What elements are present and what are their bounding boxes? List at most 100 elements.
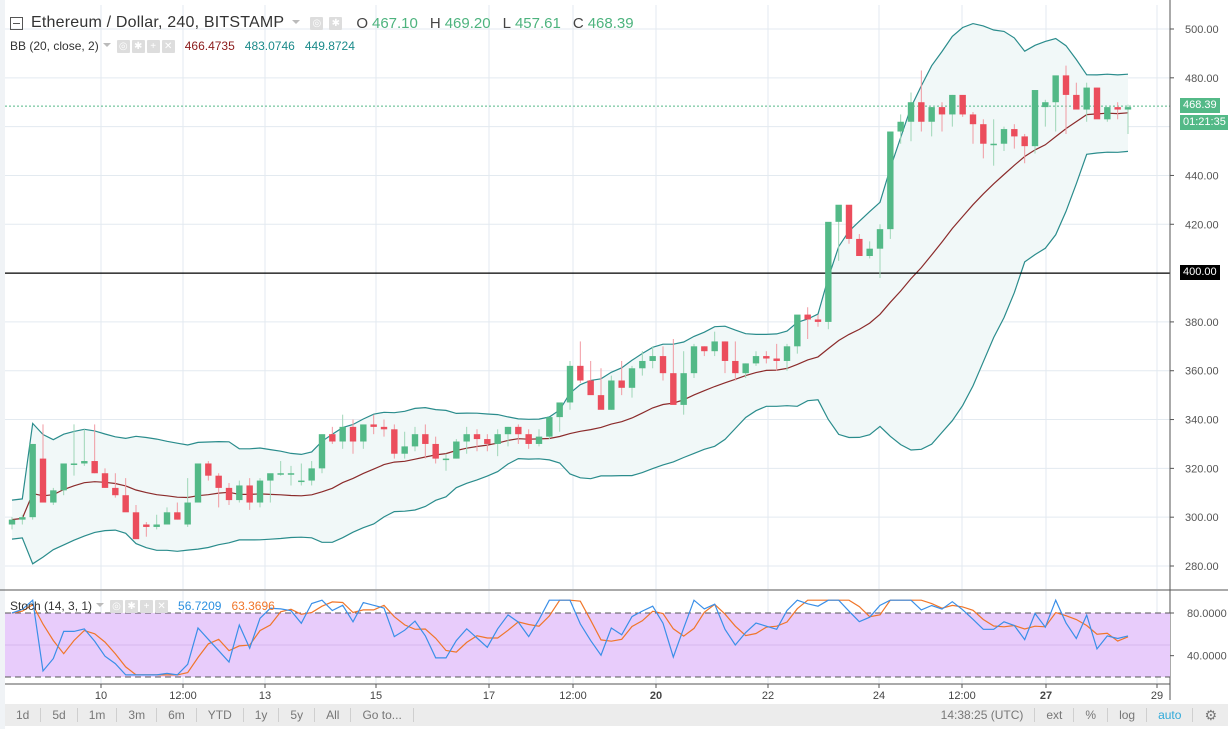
candle[interactable] bbox=[1073, 94, 1080, 110]
plus-icon[interactable]: + bbox=[140, 599, 154, 613]
chevron-down-icon[interactable] bbox=[102, 43, 111, 47]
candle[interactable] bbox=[711, 341, 718, 352]
candle[interactable] bbox=[1093, 87, 1101, 120]
candle[interactable] bbox=[132, 512, 140, 540]
candle[interactable] bbox=[442, 458, 450, 461]
candle[interactable] bbox=[969, 114, 977, 125]
candle[interactable] bbox=[39, 458, 47, 503]
stochastic-label[interactable]: Stoch (14, 3, 1) bbox=[10, 599, 93, 613]
candle[interactable] bbox=[990, 143, 997, 146]
range-ytd[interactable]: YTD bbox=[197, 708, 244, 722]
candle[interactable] bbox=[825, 221, 832, 322]
candle[interactable] bbox=[236, 485, 243, 501]
candle[interactable] bbox=[81, 461, 88, 464]
candle[interactable] bbox=[411, 434, 419, 447]
range-1d[interactable]: 1d bbox=[5, 708, 42, 722]
candle[interactable] bbox=[318, 434, 326, 469]
candle[interactable] bbox=[1052, 75, 1059, 103]
candle[interactable] bbox=[959, 94, 966, 115]
candle[interactable] bbox=[732, 360, 739, 374]
candle[interactable] bbox=[50, 490, 57, 503]
candle[interactable] bbox=[184, 502, 191, 525]
candle[interactable] bbox=[1000, 129, 1008, 144]
gear-icon[interactable]: ✱ bbox=[125, 599, 139, 613]
range-1y[interactable]: 1y bbox=[244, 708, 280, 722]
candle[interactable] bbox=[401, 446, 408, 454]
percent-toggle[interactable]: % bbox=[1074, 708, 1109, 722]
candle[interactable] bbox=[60, 463, 67, 491]
collapse-legend-icon[interactable] bbox=[10, 16, 23, 30]
candle[interactable] bbox=[639, 360, 646, 369]
candle[interactable] bbox=[783, 346, 791, 361]
candle[interactable] bbox=[577, 365, 584, 381]
candle[interactable] bbox=[690, 346, 698, 374]
candle[interactable] bbox=[267, 473, 274, 481]
candle[interactable] bbox=[535, 436, 543, 444]
candle[interactable] bbox=[1011, 129, 1018, 137]
plus-icon[interactable]: + bbox=[146, 39, 160, 53]
candle[interactable] bbox=[980, 124, 987, 144]
candle[interactable] bbox=[1083, 87, 1090, 110]
candle[interactable] bbox=[628, 368, 636, 388]
range-5d[interactable]: 5d bbox=[41, 708, 78, 722]
candle[interactable] bbox=[845, 204, 853, 239]
candle[interactable] bbox=[422, 434, 429, 444]
candle[interactable] bbox=[721, 341, 729, 361]
candle[interactable] bbox=[370, 424, 377, 427]
close-icon[interactable]: ✕ bbox=[161, 39, 175, 53]
candle[interactable] bbox=[432, 443, 439, 459]
eye-icon[interactable]: ◎ bbox=[116, 39, 130, 53]
goto-button[interactable]: Go to... bbox=[351, 708, 414, 722]
candle[interactable] bbox=[473, 434, 481, 440]
candle[interactable] bbox=[163, 512, 171, 525]
candle[interactable] bbox=[287, 473, 295, 475]
candle[interactable] bbox=[122, 495, 129, 513]
eye-icon[interactable]: ◎ bbox=[310, 16, 324, 30]
gear-icon[interactable]: ✱ bbox=[329, 16, 343, 30]
symbol-title[interactable]: Ethereum / Dollar, 240, BITSTAMP bbox=[31, 14, 285, 31]
candle[interactable] bbox=[494, 434, 501, 444]
candle[interactable] bbox=[804, 314, 811, 320]
candle[interactable] bbox=[907, 102, 915, 122]
candle[interactable] bbox=[349, 426, 357, 442]
candle[interactable] bbox=[763, 356, 770, 359]
range-all[interactable]: All bbox=[315, 708, 352, 722]
chevron-down-icon[interactable] bbox=[292, 20, 301, 24]
eye-icon[interactable]: ◎ bbox=[110, 599, 124, 613]
candle[interactable] bbox=[856, 238, 863, 257]
candle[interactable] bbox=[329, 434, 336, 442]
candle[interactable] bbox=[1021, 136, 1028, 147]
candle[interactable] bbox=[587, 380, 594, 396]
gear-icon[interactable]: ⚙ bbox=[1204, 707, 1217, 723]
candle[interactable] bbox=[928, 107, 935, 122]
candle[interactable] bbox=[225, 487, 233, 501]
candle[interactable] bbox=[19, 517, 26, 520]
candle[interactable] bbox=[339, 426, 346, 442]
candle[interactable] bbox=[463, 434, 470, 442]
candle[interactable] bbox=[101, 473, 109, 488]
candle[interactable] bbox=[566, 365, 574, 403]
candle[interactable] bbox=[1062, 75, 1070, 95]
candle[interactable] bbox=[670, 373, 677, 405]
candle[interactable] bbox=[391, 429, 398, 454]
candle[interactable] bbox=[659, 356, 667, 374]
candle[interactable] bbox=[618, 380, 625, 388]
utc-clock[interactable]: 14:38:25 (UTC) bbox=[930, 708, 1036, 722]
candle[interactable] bbox=[453, 441, 460, 459]
candle[interactable] bbox=[556, 402, 563, 418]
candle[interactable] bbox=[205, 463, 212, 476]
candle[interactable] bbox=[194, 463, 202, 503]
candle[interactable] bbox=[835, 204, 842, 222]
auto-toggle[interactable]: auto bbox=[1147, 708, 1194, 722]
bollinger-label[interactable]: BB (20, close, 2) bbox=[10, 39, 99, 53]
log-toggle[interactable]: log bbox=[1108, 708, 1148, 722]
candle[interactable] bbox=[701, 346, 708, 352]
candle[interactable] bbox=[256, 480, 264, 503]
candle[interactable] bbox=[515, 426, 522, 435]
candle[interactable] bbox=[597, 395, 605, 410]
candle[interactable] bbox=[1124, 107, 1132, 110]
close-icon[interactable]: ✕ bbox=[155, 599, 169, 613]
candle[interactable] bbox=[308, 468, 315, 481]
